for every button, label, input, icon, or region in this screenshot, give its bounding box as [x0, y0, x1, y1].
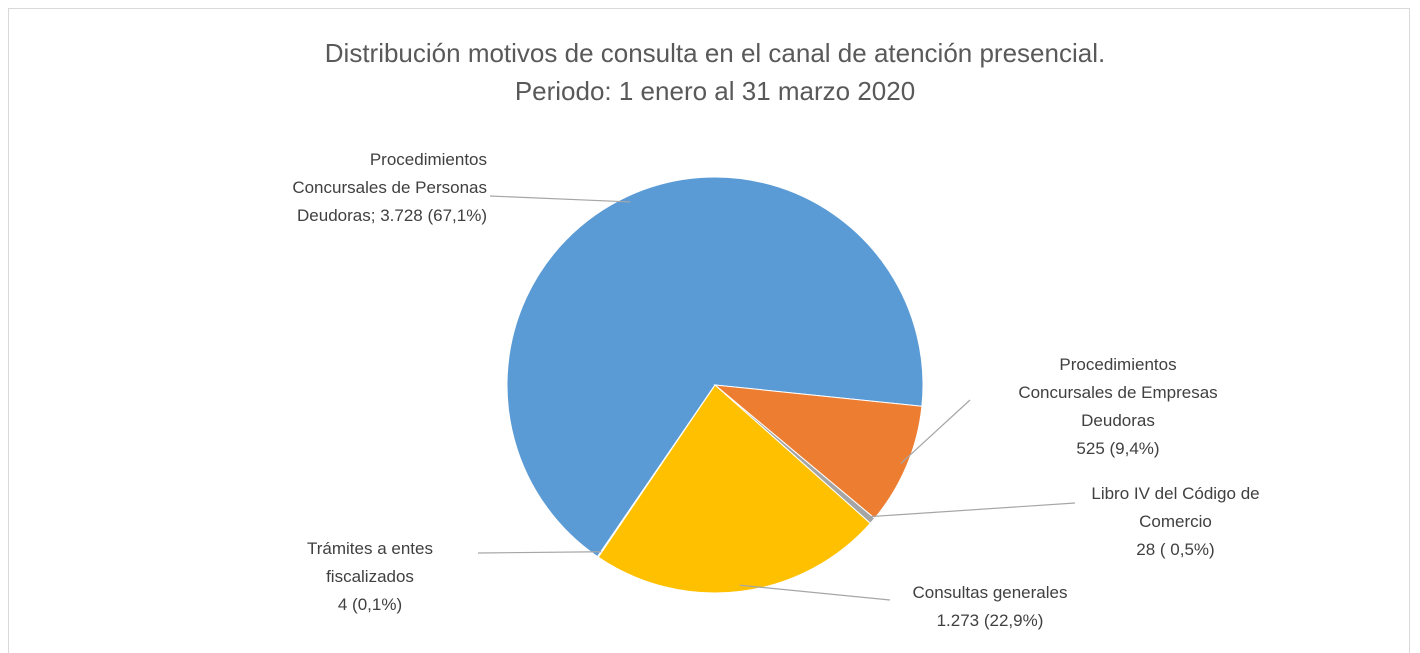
slice-name: Procedimientos Concursales de Empresas D…: [1018, 355, 1218, 430]
pie-slice: [713, 384, 923, 520]
slice-name: Libro IV del Código de Comercio: [1091, 484, 1260, 531]
value-label: 4 (0,1%): [337, 595, 403, 614]
pie-slice: [506, 176, 924, 558]
data-label: Procedimientos Concursales de Personas D…: [277, 146, 487, 230]
value-label: 28 ( 0,5%): [1136, 540, 1215, 559]
slice-name: Consultas generales: [912, 583, 1068, 602]
value-label: 525 (9,4%): [1076, 439, 1160, 458]
value-label: 3.728 (67,1%): [380, 206, 487, 225]
chart-title: Distribución motivos de consulta en el c…: [324, 38, 1106, 68]
chart-frame: [8, 8, 1410, 653]
data-label: Procedimientos Concursales de Empresas D…: [1013, 351, 1223, 463]
data-label: Consultas generales 1.273 (22,9%): [865, 579, 1115, 635]
data-label: Trámites a entes fiscalizados 4 (0,1%): [290, 535, 450, 619]
data-label: Libro IV del Código de Comercio 28 ( 0,5%…: [1078, 480, 1273, 564]
leader-line: [739, 584, 891, 601]
slice-name: Trámites a entes fiscalizados: [307, 539, 433, 586]
leader-line: [477, 551, 602, 554]
pie-slice: [597, 384, 872, 594]
chart-subtitle: Periodo: 1 enero al 31 marzo 2020: [514, 76, 916, 106]
leader-line: [867, 502, 1076, 518]
slice-name: Procedimientos Concursales de Personas D…: [292, 150, 487, 225]
leader-line: [900, 399, 971, 464]
pie-slice: [596, 384, 716, 558]
value-label: 1.273 (22,9%): [936, 611, 1044, 630]
leader-line: [489, 195, 631, 203]
